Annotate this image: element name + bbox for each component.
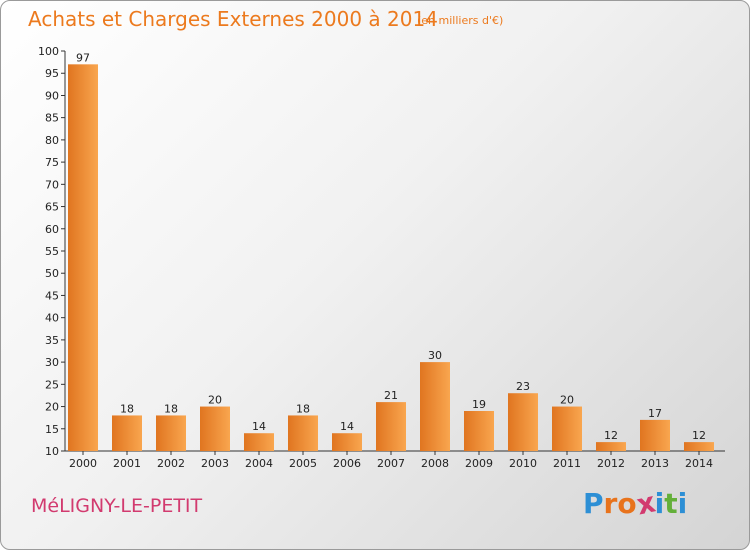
x-tick-label: 2000	[69, 457, 97, 470]
bar-value-label: 14	[340, 420, 354, 433]
bar	[508, 393, 538, 451]
x-tick-label: 2011	[553, 457, 581, 470]
y-tick-label: 75	[45, 156, 59, 169]
logo-letter: r	[603, 487, 618, 520]
bar	[552, 406, 582, 451]
x-tick-label: 2004	[245, 457, 273, 470]
bar-value-label: 18	[296, 402, 310, 415]
y-tick-label: 95	[45, 67, 59, 80]
bar-value-label: 30	[428, 349, 442, 362]
x-tick-label: 2012	[597, 457, 625, 470]
y-tick-label: 70	[45, 178, 59, 191]
x-tick-label: 2009	[465, 457, 493, 470]
logo-letter: i	[654, 487, 665, 520]
logo-letter: P	[583, 487, 604, 520]
bar-value-label: 19	[472, 398, 486, 411]
y-tick-label: 40	[45, 312, 59, 325]
y-tick-label: 20	[45, 401, 59, 414]
bar-value-label: 18	[164, 402, 178, 415]
bar	[640, 419, 670, 451]
bar	[420, 362, 450, 451]
y-tick-label: 85	[45, 112, 59, 125]
x-tick-label: 2014	[685, 457, 713, 470]
bar-value-label: 12	[692, 429, 706, 442]
x-tick-label: 2010	[509, 457, 537, 470]
bar	[68, 64, 98, 452]
y-tick-label: 65	[45, 201, 59, 214]
bar	[288, 415, 318, 451]
y-tick-label: 30	[45, 356, 59, 369]
bar-value-label: 23	[516, 380, 530, 393]
bar	[376, 402, 406, 451]
bar-value-label: 14	[252, 420, 266, 433]
logo-letter: o	[617, 487, 637, 520]
x-tick-label: 2005	[289, 457, 317, 470]
x-tick-label: 2003	[201, 457, 229, 470]
bar-value-label: 18	[120, 402, 134, 415]
x-tick-label: 2008	[421, 457, 449, 470]
x-tick-label: 2006	[333, 457, 361, 470]
y-tick-label: 15	[45, 423, 59, 436]
chart-subtitle: (en milliers d'€)	[417, 14, 504, 27]
x-tick-label: 2007	[377, 457, 405, 470]
y-tick-label: 100	[38, 45, 59, 58]
proxiti-logo: Proxiti	[583, 485, 688, 521]
logo-letter: t	[664, 487, 678, 520]
x-tick-label: 2002	[157, 457, 185, 470]
x-tick-label: 2013	[641, 457, 669, 470]
bar-value-label: 20	[560, 394, 574, 407]
bar	[112, 415, 142, 451]
y-tick-label: 10	[45, 445, 59, 458]
bar	[596, 442, 626, 451]
y-tick-label: 50	[45, 267, 59, 280]
bar	[200, 406, 230, 451]
bar	[684, 442, 714, 451]
bar-value-label: 97	[76, 51, 90, 64]
y-tick-label: 45	[45, 289, 59, 302]
bar-value-label: 12	[604, 429, 618, 442]
chart-title: Achats et Charges Externes 2000 à 2014	[28, 7, 438, 31]
y-tick-label: 80	[45, 134, 59, 147]
bar	[332, 433, 362, 451]
bar-value-label: 17	[648, 407, 662, 420]
place-name: MéLIGNY-LE-PETIT	[31, 495, 203, 517]
y-tick-label: 55	[45, 245, 59, 258]
bar	[464, 411, 494, 451]
bar	[244, 433, 274, 451]
y-tick-label: 90	[45, 89, 59, 102]
bar	[156, 415, 186, 451]
y-tick-label: 35	[45, 334, 59, 347]
logo-letter: i	[677, 487, 688, 520]
x-tick-label: 2001	[113, 457, 141, 470]
bar-value-label: 20	[208, 394, 222, 407]
y-tick-label: 25	[45, 378, 59, 391]
y-tick-label: 60	[45, 223, 59, 236]
bar-value-label: 21	[384, 389, 398, 402]
